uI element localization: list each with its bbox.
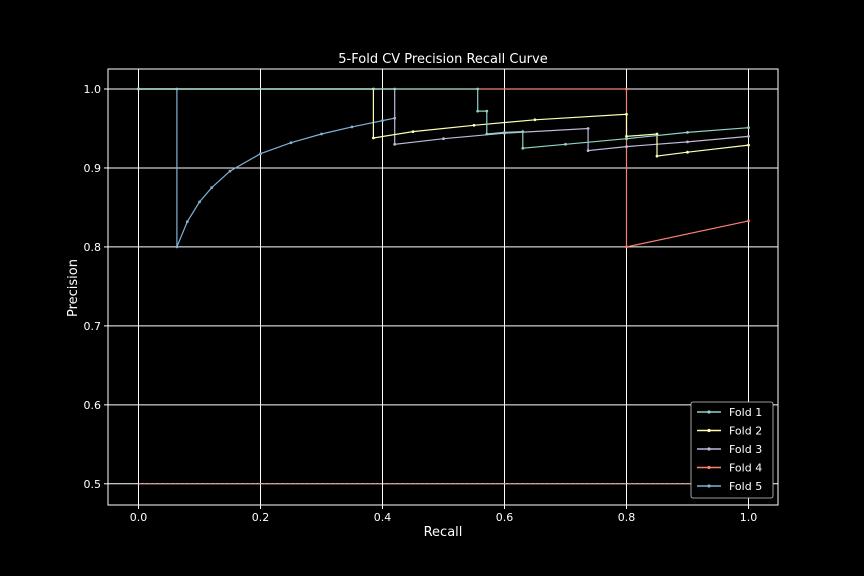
data-point: [442, 137, 445, 141]
data-point: [686, 131, 689, 134]
legend-marker: [707, 447, 711, 451]
data-point: [185, 220, 189, 224]
legend-item: Fold 4: [697, 462, 762, 475]
data-point: [393, 142, 397, 146]
series-layer: [137, 87, 750, 249]
tick-layer: 0.0 0.2 0.4 0.6 0.8 1.0 0.5 0.6 0.7 0.8 0.9 1.0: [84, 83, 758, 524]
data-point: [625, 245, 628, 249]
data-point: [485, 132, 489, 136]
legend-label: Fold 5: [729, 480, 762, 493]
data-point: [564, 142, 567, 146]
legend-item: Fold 3: [697, 443, 762, 456]
y-tick-label: 1.0: [84, 83, 102, 96]
legend-item: Fold 1: [697, 406, 762, 419]
data-point: [625, 112, 628, 116]
data-point: [137, 87, 140, 91]
data-point: [625, 145, 628, 149]
data-point: [372, 136, 375, 140]
data-point: [411, 130, 415, 134]
y-axis-label: Precision: [66, 259, 81, 317]
data-point: [625, 135, 628, 138]
x-tick-label: 0.2: [252, 511, 270, 524]
data-point: [521, 146, 525, 150]
data-point: [198, 200, 201, 204]
data-point: [485, 109, 489, 113]
data-point: [533, 118, 537, 122]
y-tick-label: 0.8: [84, 241, 102, 254]
series-line: [138, 88, 749, 157]
data-point: [210, 186, 214, 190]
data-point: [472, 123, 476, 127]
x-tick-label: 0.4: [374, 511, 392, 524]
series-line: [138, 88, 749, 149]
data-point: [747, 135, 750, 138]
x-tick-label: 1.0: [740, 511, 758, 524]
legend-marker: [707, 465, 711, 470]
data-point: [655, 154, 659, 158]
data-point: [747, 143, 750, 147]
data-point: [381, 119, 384, 122]
legend-item: Fold 5: [697, 480, 762, 493]
data-point: [350, 125, 354, 129]
grid-lines: [108, 69, 778, 505]
data-point: [521, 130, 525, 134]
legend-box: [690, 401, 774, 499]
data-point: [259, 152, 262, 156]
data-point: [625, 137, 628, 141]
x-tick-label: 0.0: [130, 511, 148, 524]
x-tick-label: 0.6: [496, 511, 514, 524]
data-point: [686, 150, 689, 154]
y-tick-label: 0.5: [84, 478, 102, 491]
legend-label: Fold 2: [729, 425, 762, 438]
data-point: [747, 219, 750, 223]
legend-item: Fold 2: [697, 425, 762, 438]
legend-label: Fold 3: [729, 443, 762, 456]
x-axis-label: Recall: [424, 525, 463, 540]
data-point: [586, 149, 590, 153]
legend-marker: [707, 410, 711, 414]
data-point: [476, 109, 480, 113]
data-point: [289, 141, 293, 145]
data-point: [175, 245, 179, 249]
y-tick-label: 0.7: [84, 320, 102, 333]
data-point: [476, 87, 480, 91]
legend-marker: [707, 484, 711, 488]
data-point: [320, 132, 323, 136]
legend-label: Fold 4: [729, 462, 762, 475]
series-1: [137, 87, 750, 150]
x-tick-label: 0.8: [618, 511, 636, 524]
data-point: [747, 126, 750, 130]
data-point: [686, 140, 689, 144]
series-2: [137, 87, 750, 158]
legend-marker: [707, 428, 711, 433]
data-point: [228, 169, 232, 173]
data-point: [655, 132, 659, 136]
legend-label: Fold 1: [729, 406, 762, 419]
y-tick-label: 0.9: [84, 162, 102, 175]
chart-title: 5-Fold CV Precision Recall Curve: [338, 52, 547, 67]
data-point: [625, 87, 628, 91]
y-tick-label: 0.6: [84, 399, 102, 412]
data-point: [503, 131, 506, 134]
plot-area-frame: [107, 68, 779, 506]
legend: Fold 1 Fold 2 Fold 3 Fold 4 Fold 5: [690, 401, 774, 499]
data-point: [586, 127, 590, 130]
